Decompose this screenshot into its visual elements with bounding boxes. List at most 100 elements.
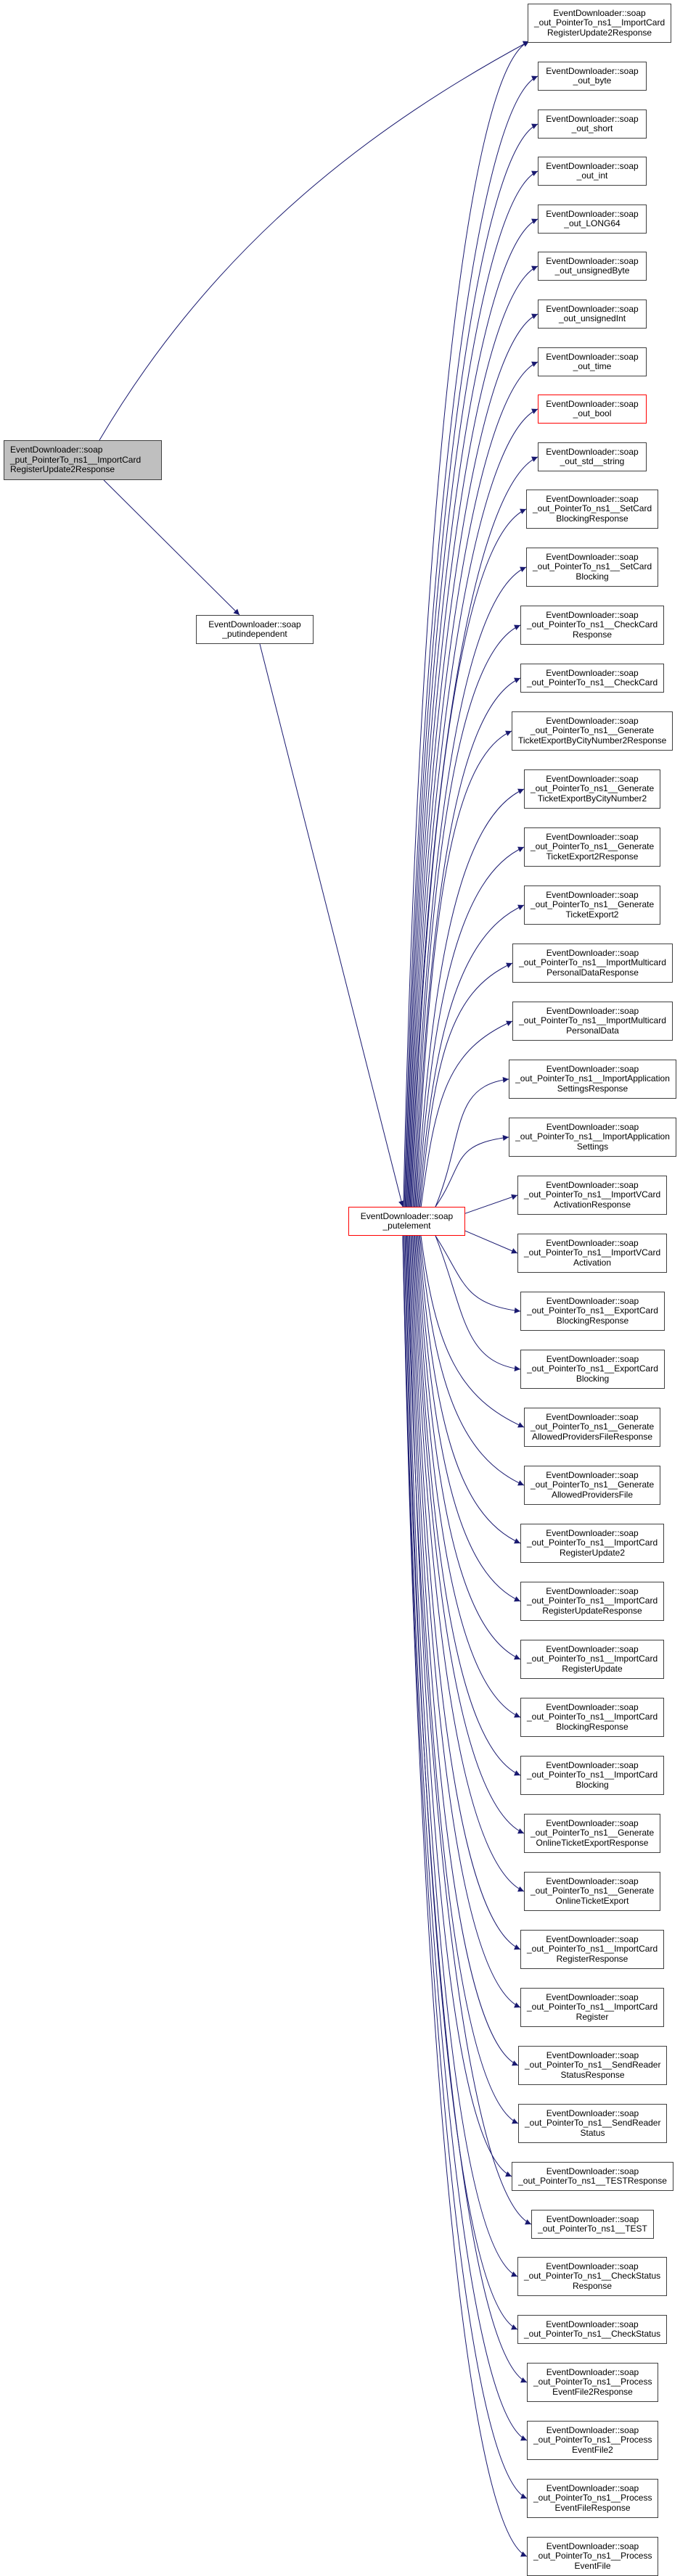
edge-putelement-to-callee (404, 1235, 528, 2383)
node-callee-46[interactable]: EventDownloader::soap _out_PointerTo_ns1_… (527, 2537, 658, 2576)
node-callee-39[interactable]: EventDownloader::soap _out_PointerTo_ns1_… (512, 2162, 673, 2191)
edge-putelement-to-callee (417, 846, 525, 1208)
node-soap-putindependent[interactable]: EventDownloader::soap _putindependent (196, 615, 314, 644)
node-callee-5[interactable]: EventDownloader::soap _out_unsignedByte (538, 252, 647, 281)
node-callee-44[interactable]: EventDownloader::soap _out_PointerTo_ns1_… (527, 2421, 658, 2460)
node-label-line: RegisterUpdateResponse (542, 1605, 642, 1616)
node-label-line: SettingsResponse (557, 1083, 628, 1094)
node-label-line: Register (576, 2011, 609, 2022)
node-callee-30[interactable]: EventDownloader::soap _out_PointerTo_ns1_… (520, 1640, 664, 1679)
edge-putelement-to-callee (402, 1235, 528, 2441)
node-callee-7[interactable]: EventDownloader::soap _out_time (538, 347, 647, 376)
node-callee-31[interactable]: EventDownloader::soap _out_PointerTo_ns1_… (520, 1698, 664, 1737)
node-label-line: EventDownloader::soap (546, 715, 639, 726)
node-label-line: EventDownloader::soap (546, 1875, 639, 1886)
edge-putelement-to-callee (408, 313, 538, 1208)
node-callee-20[interactable]: EventDownloader::soap _out_PointerTo_ns1_… (509, 1060, 676, 1099)
edge-putelement-to-callee (412, 1235, 525, 1892)
node-label-line: _out_PointerTo_ns1__CheckCard (527, 677, 658, 688)
node-label-line: _out_PointerTo_ns1__Generate (531, 1421, 655, 1432)
node-label-line: EventDownloader::soap (546, 2261, 639, 2271)
node-callee-11[interactable]: EventDownloader::soap _out_PointerTo_ns1_… (526, 548, 658, 587)
node-callee-19[interactable]: EventDownloader::soap _out_PointerTo_ns1_… (512, 1002, 673, 1041)
node-label-line: _out_PointerTo_ns1__Process (533, 2435, 652, 2445)
node-root-function[interactable]: EventDownloader::soap _put_PointerTo_ns1_… (4, 440, 162, 480)
node-label-line: EventDownloader::soap (546, 1121, 639, 1132)
node-callee-3[interactable]: EventDownloader::soap _out_int (538, 157, 647, 186)
node-label-line: _out_PointerTo_ns1__ImportCard (527, 1770, 658, 1780)
node-callee-18[interactable]: EventDownloader::soap _out_PointerTo_ns1_… (512, 944, 673, 983)
node-label-line: BlockingResponse (556, 1315, 629, 1326)
edge-putelement-to-callee (405, 1235, 518, 2277)
node-callee-14[interactable]: EventDownloader::soap _out_PointerTo_ns1_… (512, 711, 673, 751)
node-label-line: EventDownloader::soap (546, 1295, 639, 1306)
node-label-line: EventFile (574, 2560, 611, 2571)
edge-putelement-to-callee (419, 962, 513, 1208)
node-label-line: Settings (576, 1141, 609, 1152)
node-label-line: _out_time (573, 361, 612, 371)
node-label-line: Status (580, 2127, 605, 2138)
node-label-line: EventDownloader::soap (546, 2366, 639, 2377)
node-soap-putelement[interactable]: EventDownloader::soap _putelement (348, 1207, 465, 1236)
node-callee-4[interactable]: EventDownloader::soap _out_LONG64 (538, 205, 647, 234)
node-callee-35[interactable]: EventDownloader::soap _out_PointerTo_ns1_… (520, 1930, 664, 1969)
node-callee-13[interactable]: EventDownloader::soap _out_PointerTo_ns1_… (520, 664, 664, 693)
node-label-line: _out_PointerTo_ns1__CheckStatus (524, 2329, 661, 2339)
node-callee-9[interactable]: EventDownloader::soap _out_std__string (538, 442, 647, 471)
node-label-line: _out_PointerTo_ns1__ImportCard (534, 17, 666, 28)
node-callee-12[interactable]: EventDownloader::soap _out_PointerTo_ns1_… (520, 606, 664, 645)
node-callee-36[interactable]: EventDownloader::soap _out_PointerTo_ns1_… (520, 1988, 664, 2027)
node-callee-6[interactable]: EventDownloader::soap _out_unsignedInt (538, 300, 647, 329)
node-label-line: _out_std__string (560, 456, 625, 466)
edge-putelement-to-callee (404, 1235, 518, 2330)
node-label-line: PersonalDataResponse (546, 967, 639, 978)
node-callee-25[interactable]: EventDownloader::soap _out_PointerTo_ns1_… (520, 1350, 665, 1389)
node-callee-1[interactable]: EventDownloader::soap _out_byte (538, 62, 647, 91)
node-callee-45[interactable]: EventDownloader::soap _out_PointerTo_ns1_… (527, 2479, 658, 2518)
node-callee-0[interactable]: EventDownloader::soap _out_PointerTo_ns1_… (528, 4, 671, 43)
node-callee-43[interactable]: EventDownloader::soap _out_PointerTo_ns1_… (527, 2363, 658, 2402)
edge-putelement-to-callee (404, 75, 538, 1208)
node-callee-2[interactable]: EventDownloader::soap _out_short (538, 110, 647, 139)
node-label-line: EventDownloader::soap (546, 1237, 639, 1248)
node-callee-8[interactable]: EventDownloader::soap _out_bool (538, 395, 647, 424)
node-label-line: EventDownloader::soap (553, 7, 646, 18)
edge-putelement-to-callee (409, 1235, 519, 2066)
node-callee-17[interactable]: EventDownloader::soap _out_PointerTo_ns1_… (524, 886, 660, 925)
node-callee-40[interactable]: EventDownloader::soap _out_PointerTo_ns1_… (531, 2210, 654, 2239)
node-label-line: EventDownloader::soap (546, 2319, 639, 2329)
node-label-line: _out_short (571, 123, 613, 133)
node-label-line: _out_byte (573, 75, 612, 86)
node-callee-21[interactable]: EventDownloader::soap _out_PointerTo_ns1_… (509, 1118, 676, 1157)
node-callee-32[interactable]: EventDownloader::soap _out_PointerTo_ns1_… (520, 1756, 664, 1795)
node-callee-38[interactable]: EventDownloader::soap _out_PointerTo_ns1_… (518, 2104, 667, 2143)
node-callee-29[interactable]: EventDownloader::soap _out_PointerTo_ns1_… (520, 1582, 664, 1621)
edge-putelement-to-callee (435, 1135, 509, 1208)
node-label-line: _out_PointerTo_ns1__ExportCard (527, 1305, 658, 1316)
node-callee-42[interactable]: EventDownloader::soap _out_PointerTo_ns1_… (517, 2315, 667, 2344)
node-callee-26[interactable]: EventDownloader::soap _out_PointerTo_ns1_… (524, 1408, 660, 1447)
node-label-line: _out_PointerTo_ns1__Generate (531, 783, 655, 794)
node-label-line: EventDownloader::soap (10, 445, 103, 455)
node-callee-33[interactable]: EventDownloader::soap _out_PointerTo_ns1_… (524, 1814, 660, 1853)
node-callee-34[interactable]: EventDownloader::soap _out_PointerTo_ns1_… (524, 1872, 660, 1911)
node-label-line: EventDownloader::soap (546, 446, 639, 457)
node-label-line: EventDownloader::soap (546, 2049, 639, 2060)
node-label-line: EventDownloader::soap (546, 303, 639, 314)
node-callee-22[interactable]: EventDownloader::soap _out_PointerTo_ns1_… (517, 1176, 667, 1215)
node-callee-27[interactable]: EventDownloader::soap _out_PointerTo_ns1_… (524, 1466, 660, 1505)
node-callee-16[interactable]: EventDownloader::soap _out_PointerTo_ns1_… (524, 827, 660, 867)
node-callee-23[interactable]: EventDownloader::soap _out_PointerTo_ns1_… (517, 1234, 667, 1273)
node-callee-37[interactable]: EventDownloader::soap _out_PointerTo_ns1_… (518, 2046, 667, 2085)
node-callee-10[interactable]: EventDownloader::soap _out_PointerTo_ns1_… (526, 490, 658, 529)
edge-putelement-to-callee (412, 566, 527, 1208)
edge-putelement-to-callee (415, 1235, 521, 1718)
edge-putelement-to-callee (409, 361, 538, 1208)
node-callee-15[interactable]: EventDownloader::soap _out_PointerTo_ns1_… (524, 769, 660, 809)
node-callee-41[interactable]: EventDownloader::soap _out_PointerTo_ns1_… (517, 2257, 667, 2296)
node-label-line: EventDownloader::soap (546, 831, 639, 842)
node-callee-28[interactable]: EventDownloader::soap _out_PointerTo_ns1_… (520, 1524, 664, 1563)
node-callee-24[interactable]: EventDownloader::soap _out_PointerTo_ns1_… (520, 1292, 665, 1331)
node-label-line: TicketExport2 (565, 909, 619, 920)
